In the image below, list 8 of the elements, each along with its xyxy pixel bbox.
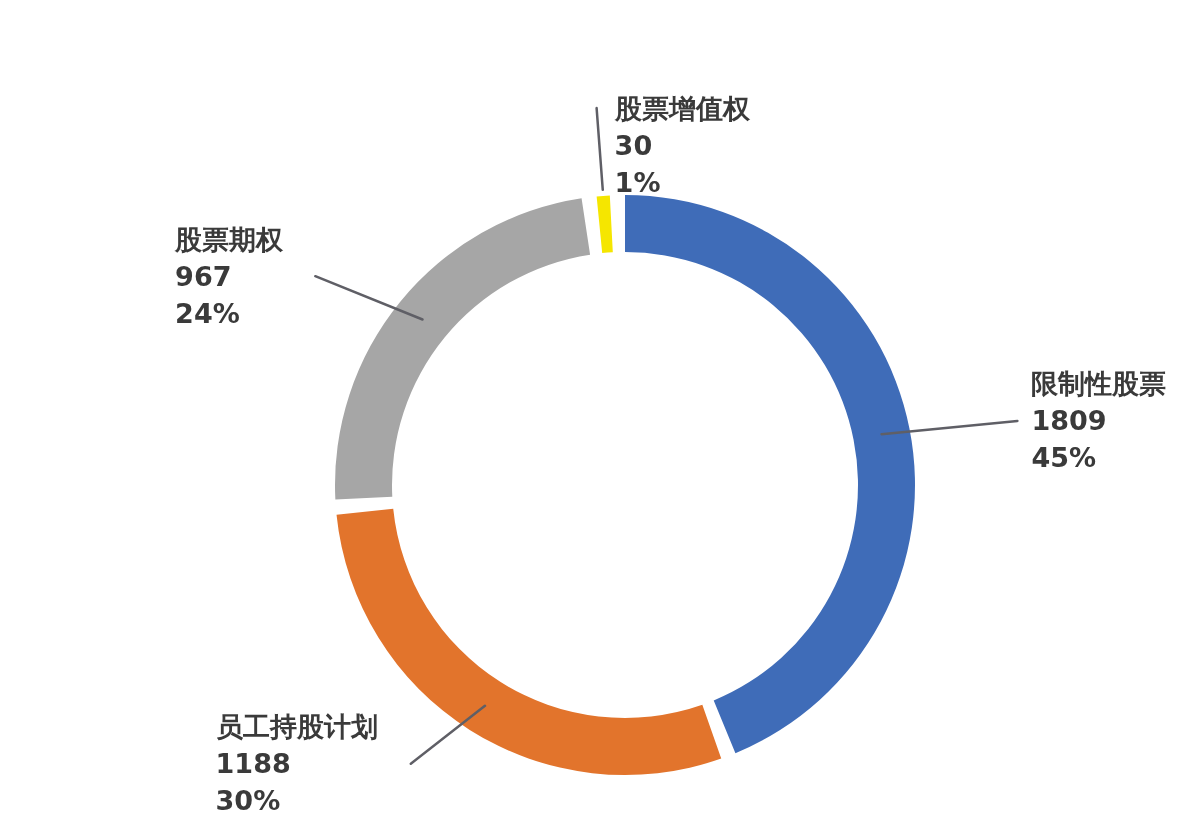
slice-label: 股票期权 — [174, 223, 285, 255]
data-label: 967 24% — [175, 260, 240, 329]
data-label: 1809 45% — [1031, 405, 1107, 474]
slice-label: 员工持股计划 — [215, 711, 378, 743]
slice-label: 限制性股票 — [1031, 368, 1167, 400]
data-label: 30 1% — [614, 129, 661, 198]
slice-label: 股票增值权 — [613, 92, 751, 124]
data-label: 1188 30% — [215, 748, 291, 817]
